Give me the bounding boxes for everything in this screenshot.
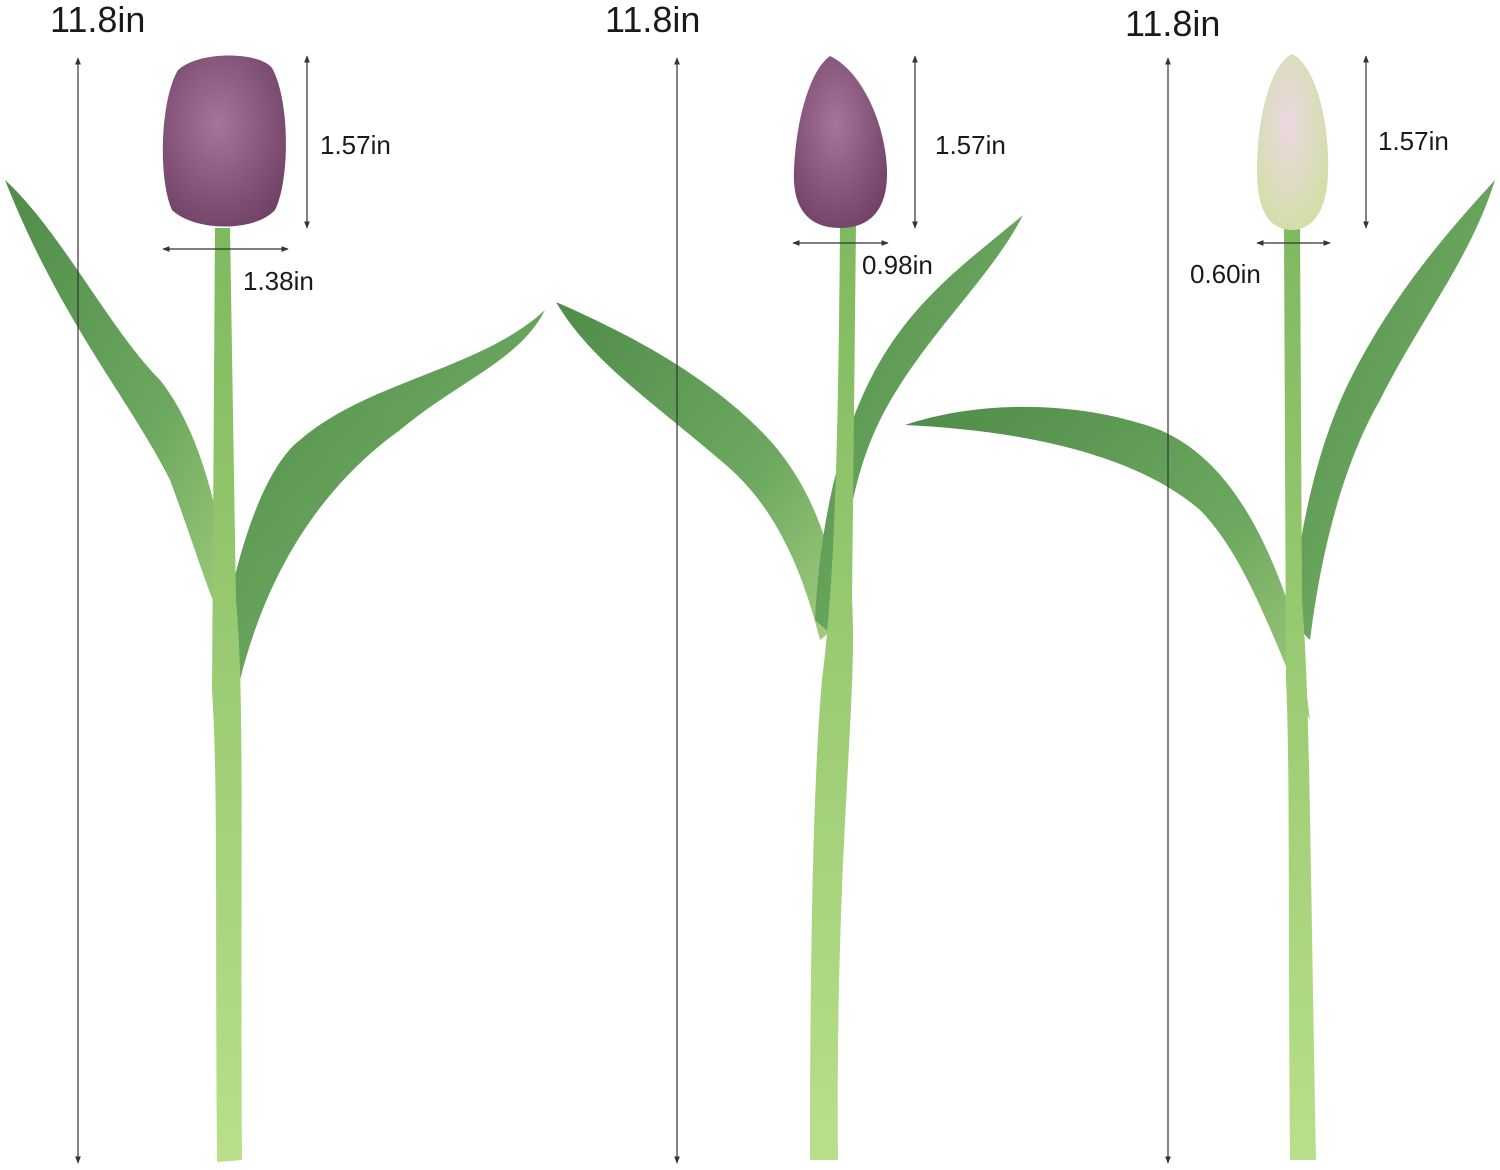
bloom-width-label: 0.98in (862, 250, 933, 280)
leaf (1290, 180, 1495, 640)
bloom (1256, 54, 1329, 230)
tulip-2: 11.8in 1.57in 0.98in (556, 0, 1023, 1164)
total-height-label: 11.8in (605, 0, 700, 40)
bloom-width-label: 1.38in (243, 266, 314, 296)
stem (1284, 228, 1316, 1160)
bloom-width-label: 0.60in (1190, 259, 1261, 289)
tulip-3: 11.8in 1.57in 0.60in (905, 3, 1495, 1164)
leaf (556, 302, 845, 640)
total-height-label: 11.8in (50, 0, 145, 40)
bloom (162, 55, 286, 227)
bloom-height-label: 1.57in (320, 130, 391, 160)
stem (810, 225, 856, 1160)
bloom-height-label: 1.57in (935, 130, 1006, 160)
leaf (905, 406, 1310, 720)
stem (212, 228, 242, 1162)
bloom (793, 56, 888, 228)
tulip-1: 11.8in 1.57in 1.38in (5, 0, 545, 1164)
leaf (5, 180, 235, 640)
leaf (215, 310, 545, 700)
bloom-height-label: 1.57in (1378, 126, 1449, 156)
total-height-label: 11.8in (1125, 3, 1220, 44)
